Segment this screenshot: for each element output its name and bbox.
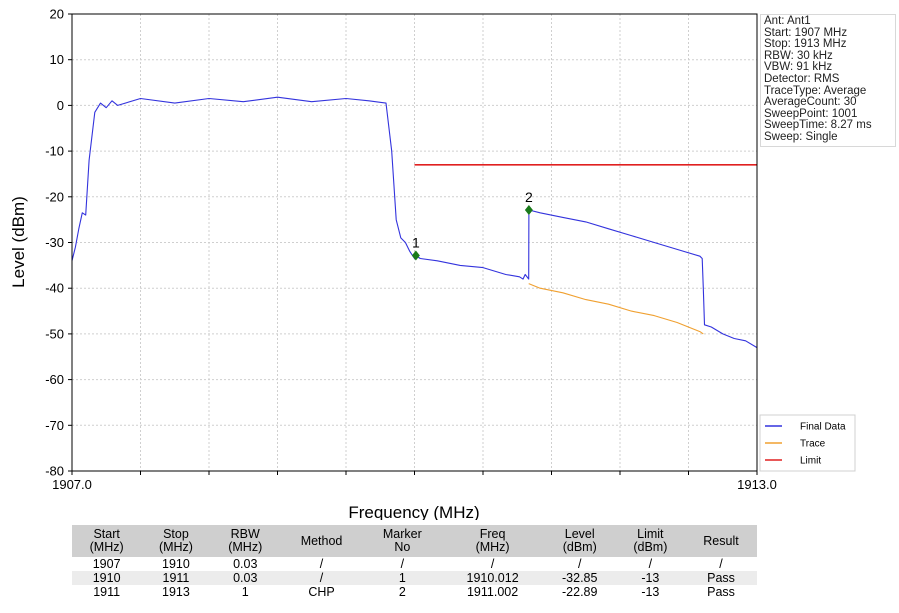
- table-cell: 1910: [72, 571, 142, 585]
- table-cell: 1: [363, 571, 442, 585]
- settings-line: VBW: 91 kHz: [764, 61, 833, 74]
- table-cell: 1910.012: [441, 571, 544, 585]
- settings-line: AverageCount: 30: [764, 96, 857, 109]
- column-header: Marker No: [363, 525, 442, 557]
- table-header-row: Start (MHz) Stop (MHz) RBW (MHz) Method Marker N…: [72, 525, 757, 557]
- marker-1: [411, 250, 420, 261]
- column-header-line: (MHz): [158, 540, 193, 554]
- column-header-line: (dBm): [633, 540, 668, 554]
- settings-line: SweepTime: 8.27 ms: [764, 119, 872, 132]
- table-cell: 1910: [141, 557, 211, 571]
- table-cell: 1913: [141, 585, 211, 599]
- table-cell: 2: [363, 585, 442, 599]
- y-tick-label: 20: [50, 7, 64, 22]
- column-header: Level (dBm): [543, 525, 616, 557]
- column-header-line: Freq: [479, 527, 506, 541]
- table-cell: /: [543, 557, 616, 571]
- y-tick-label: -20: [45, 189, 64, 204]
- column-header: RBW (MHz): [210, 525, 280, 557]
- settings-line: Ant: Ant1: [764, 15, 811, 27]
- grid: [72, 14, 757, 471]
- y-tick-label: -40: [45, 281, 64, 296]
- table-cell: 1907: [72, 557, 142, 571]
- result-table: Start (MHz) Stop (MHz) RBW (MHz) Method Marker N…: [72, 525, 757, 599]
- column-header: Start (MHz): [72, 525, 142, 557]
- legend-entry: Trace: [800, 439, 826, 450]
- legend-entry: Final Data: [800, 422, 846, 433]
- marker-layer: 12: [411, 189, 533, 261]
- column-header-line: Marker: [382, 527, 422, 541]
- settings-line: TraceType: Average: [764, 84, 867, 97]
- marker-label-1: 1: [412, 235, 420, 251]
- column-header-line: (dBm): [562, 540, 597, 554]
- y-tick-label: -50: [45, 326, 64, 341]
- column-header: Limit (dBm): [615, 525, 686, 557]
- column-header-line: (MHz): [228, 540, 263, 554]
- x-axis-ticks: 1907.0 1913.0: [52, 471, 777, 492]
- table-cell: 0.03: [210, 571, 280, 585]
- column-header-line: No: [394, 540, 411, 554]
- column-header: Stop (MHz): [141, 525, 211, 557]
- table-cell: Pass: [685, 585, 757, 599]
- column-header: Result: [685, 525, 757, 557]
- settings-line: SweepPoint: 1001: [764, 107, 858, 120]
- table-cell: -22.89: [543, 585, 616, 599]
- table-cell: /: [441, 557, 544, 571]
- x-tick-label: 1907.0: [52, 477, 92, 492]
- settings-line: RBW: 30 kHz: [764, 49, 833, 62]
- column-header-line: Limit: [637, 527, 664, 541]
- table-body: 1907 1910 0.03// / / //1910 1911 0.03/1 1910.012…: [72, 557, 757, 599]
- y-tick-label: 10: [50, 52, 64, 67]
- table-row: 1911 1913 1 CHP 2 1911.002 -22.89 -13 Pass: [72, 585, 757, 599]
- table-cell: 1911.002: [441, 585, 544, 599]
- y-tick-label: -10: [45, 144, 64, 159]
- table-cell: /: [685, 557, 757, 571]
- y-tick-label: -30: [45, 235, 64, 250]
- table-cell: /: [279, 571, 364, 585]
- table-cell: /: [363, 557, 442, 571]
- table-cell: 1: [210, 585, 280, 599]
- table-cell: -13: [615, 571, 686, 585]
- y-axis-label: Level (dBm): [9, 196, 28, 288]
- settings-line: Stop: 1913 MHz: [764, 38, 847, 51]
- legend: Final Data Trace Limit: [759, 414, 856, 472]
- marker-label-2: 2: [525, 189, 533, 205]
- table-cell: /: [279, 557, 364, 571]
- x-axis-label: Frequency (MHz): [348, 503, 479, 520]
- column-header: Method: [279, 525, 364, 557]
- table-cell: 0.03: [210, 557, 280, 571]
- y-tick-label: -70: [45, 418, 64, 433]
- column-header-line: Level: [564, 527, 595, 541]
- column-header-line: Stop: [163, 527, 189, 541]
- column-header: Freq (MHz): [441, 525, 544, 557]
- column-header-line: RBW: [230, 527, 260, 541]
- table-cell: 1911: [72, 585, 142, 599]
- column-header-line: (MHz): [475, 540, 510, 554]
- series-trace: [528, 283, 704, 335]
- y-axis-ticks: 20 10 0 -10 -20 -30 -40 -50 -60 -70 -80: [45, 7, 72, 479]
- column-header-line: Result: [703, 533, 739, 548]
- table-row: 1910 1911 0.03/1 1910.012 -32.85 -13 Pass: [72, 571, 757, 585]
- sweep-settings-box: Ant: Ant1 Start: 1907 MHz Stop: 1913 MHz RB…: [760, 14, 896, 147]
- table-cell: CHP: [279, 585, 364, 599]
- column-header-line: Start: [93, 527, 120, 541]
- y-tick-label: -80: [45, 464, 64, 479]
- y-tick-label: 0: [57, 98, 64, 113]
- table-cell: /: [615, 557, 686, 571]
- column-header-line: Method: [300, 533, 343, 548]
- marker-2: [524, 205, 533, 216]
- x-tick-label: 1913.0: [737, 477, 777, 492]
- settings-line: Start: 1907 MHz: [764, 26, 848, 39]
- y-tick-label: -60: [45, 372, 64, 387]
- table-cell: Pass: [685, 571, 757, 585]
- table-cell: 1911: [141, 571, 211, 585]
- legend-entry: Limit: [800, 456, 821, 467]
- table-cell: -32.85: [543, 571, 616, 585]
- table-row: 1907 1910 0.03// / / / /: [72, 557, 757, 571]
- column-header-line: (MHz): [89, 540, 124, 554]
- settings-line: Sweep: Single: [764, 130, 838, 143]
- settings-line: Detector: RMS: [764, 72, 840, 85]
- table-cell: -13: [615, 585, 686, 599]
